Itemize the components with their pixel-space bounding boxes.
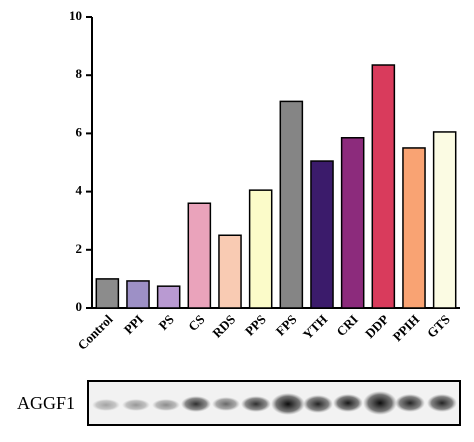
bar (310, 160, 334, 309)
bar (432, 131, 457, 309)
blot-bands (92, 391, 457, 415)
y-tick-label: 8 (76, 66, 83, 81)
bar (95, 278, 120, 309)
y-tick-label: 2 (76, 241, 83, 256)
x-tick-label: Control (74, 311, 115, 352)
bar (126, 280, 150, 309)
x-tick-label: PPS (242, 312, 269, 339)
y-tick-label: 6 (76, 124, 83, 139)
x-tick-label: YTH (300, 312, 331, 343)
x-tick-label: DDP (362, 312, 392, 342)
bar (279, 100, 304, 309)
bar (371, 64, 396, 309)
x-tick-label: FPS (273, 312, 300, 339)
y-tick-label: 10 (69, 8, 82, 23)
bar (218, 234, 242, 309)
bar (156, 285, 181, 309)
y-tick-label: 4 (76, 183, 83, 198)
y-tick-label: 0 (76, 299, 83, 314)
blot-label: AGGF1 (17, 393, 75, 413)
x-tick-label: PS (156, 312, 177, 333)
x-tick-label: CRI (333, 312, 360, 339)
bar (248, 189, 273, 309)
bar (187, 202, 212, 309)
x-tick-label: GTS (424, 312, 453, 341)
x-tick-label: PPI (121, 312, 146, 337)
x-tick-label: PPIH (390, 312, 423, 345)
x-tick-label: CS (185, 312, 207, 334)
x-tick-label: RDS (209, 312, 238, 341)
bar (340, 137, 365, 309)
bar (402, 147, 426, 309)
